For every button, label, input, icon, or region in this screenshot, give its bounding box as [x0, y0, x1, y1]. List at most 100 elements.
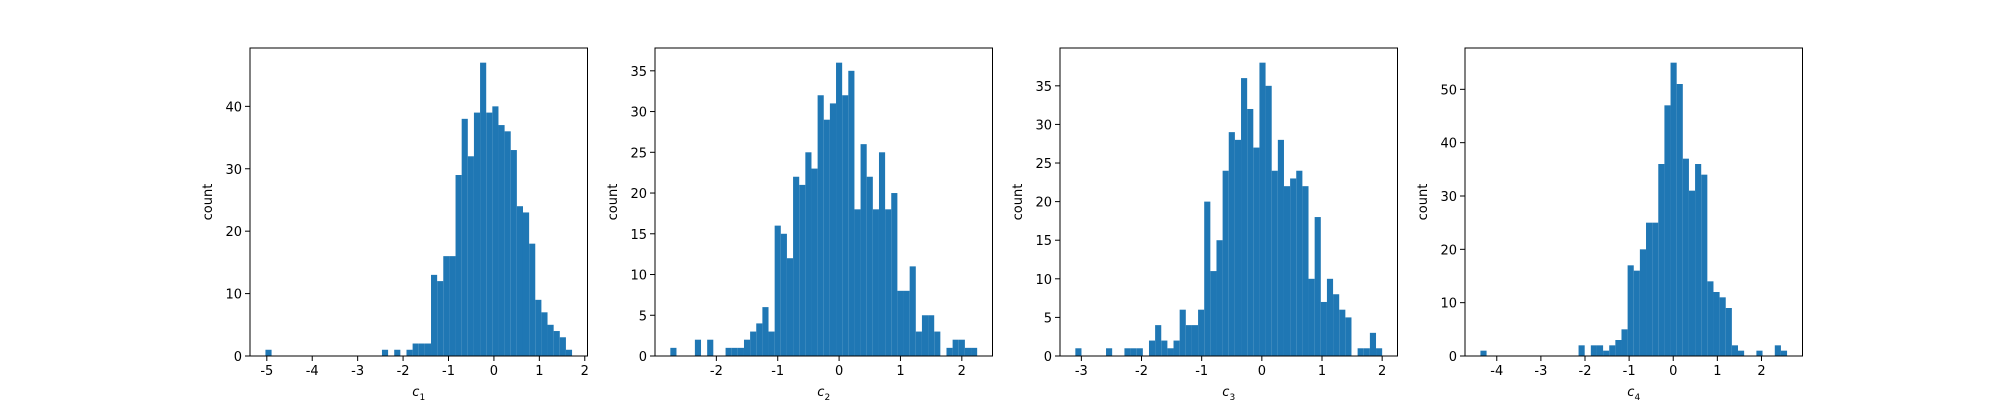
bar: [1363, 348, 1370, 356]
axes-frame: [249, 47, 588, 357]
bar: [1308, 278, 1315, 356]
y-tick-label: 25: [630, 146, 647, 161]
bar: [1265, 85, 1272, 357]
bar: [418, 343, 425, 356]
bar: [1161, 340, 1168, 356]
bar: [1646, 222, 1653, 356]
x-tick-label: -2: [397, 364, 410, 379]
x-axis-label-sub: 1: [419, 393, 425, 400]
bar: [1725, 308, 1732, 356]
bar: [480, 62, 487, 357]
bar: [1603, 350, 1610, 356]
y-tick-label: 35: [630, 65, 647, 80]
bar: [1167, 348, 1174, 356]
bar: [1277, 139, 1284, 356]
bar: [265, 349, 272, 356]
bar: [1713, 292, 1720, 356]
y-axis-label: count: [201, 184, 216, 221]
bar: [971, 347, 978, 356]
x-tick-label: 1: [1318, 364, 1326, 379]
bar: [891, 193, 898, 356]
x-tick-label: -2: [710, 364, 723, 379]
bar: [1173, 340, 1180, 356]
bar: [486, 112, 493, 357]
bar: [394, 349, 401, 356]
bar: [541, 312, 548, 356]
bar: [1198, 309, 1205, 356]
bar: [842, 95, 849, 356]
bar: [1345, 317, 1352, 356]
y-tick-label: 30: [225, 163, 242, 178]
x-tick-label: 2: [958, 364, 966, 379]
bar: [793, 176, 800, 356]
bar: [964, 347, 972, 356]
bar: [774, 225, 781, 356]
bar: [1756, 350, 1763, 356]
x-tick-label: -2: [1135, 364, 1148, 379]
bar: [1369, 332, 1377, 356]
bar: [547, 324, 554, 356]
x-tick-label: -4: [306, 364, 319, 379]
bar: [1326, 278, 1334, 356]
bar: [823, 119, 830, 356]
y-tick-label: 10: [1440, 297, 1457, 312]
bar: [437, 281, 444, 356]
bar: [1658, 164, 1665, 356]
bar: [1228, 132, 1235, 356]
bar: [768, 331, 775, 356]
bar: [762, 307, 769, 356]
bar: [1578, 345, 1585, 356]
bar: [1357, 348, 1364, 356]
bar: [424, 343, 432, 356]
bar: [872, 209, 879, 356]
bar: [805, 152, 812, 356]
x-tick-label: 1: [535, 364, 543, 379]
x-tick-label: -1: [771, 364, 784, 379]
bar: [1130, 348, 1137, 356]
y-tick-label: 0: [1449, 350, 1457, 365]
axes-frame: [1464, 47, 1803, 357]
y-tick-label: 20: [1035, 196, 1052, 211]
x-axis-label-base: c: [1627, 385, 1634, 400]
bar: [860, 144, 867, 356]
bar: [854, 209, 861, 356]
bar: [1241, 78, 1248, 357]
x-axis-label: c4: [1627, 385, 1640, 400]
bar: [492, 106, 499, 356]
bar: [1210, 271, 1217, 356]
bar: [928, 315, 935, 356]
bar: [473, 112, 481, 357]
bar: [504, 131, 511, 356]
bar: [1719, 297, 1726, 356]
bar: [1774, 345, 1781, 356]
x-tick-label: 2: [581, 364, 589, 379]
bar: [1191, 325, 1199, 356]
bar: [836, 62, 843, 357]
x-tick-label: -3: [351, 364, 364, 379]
bar: [467, 156, 474, 356]
bar: [1185, 325, 1192, 356]
bar: [1615, 340, 1622, 356]
bar: [780, 233, 787, 356]
bar: [529, 243, 536, 356]
y-tick-label: 0: [234, 350, 242, 365]
x-tick-label: -5: [260, 364, 273, 379]
bar: [1376, 348, 1383, 356]
y-tick-label: 5: [1044, 311, 1052, 326]
bar: [1234, 139, 1242, 356]
bar: [725, 347, 732, 356]
bar: [799, 184, 806, 356]
bar: [1480, 350, 1487, 356]
bar: [694, 339, 702, 356]
bar: [449, 256, 456, 356]
bar: [670, 347, 677, 356]
bar: [786, 258, 794, 356]
x-tick-label: 2: [1378, 364, 1386, 379]
bar: [707, 339, 714, 356]
y-tick-label: 10: [1035, 273, 1052, 288]
bar: [522, 212, 530, 356]
